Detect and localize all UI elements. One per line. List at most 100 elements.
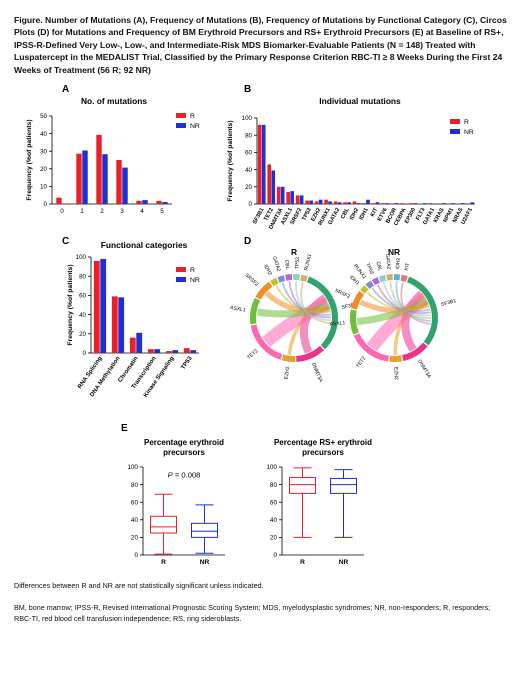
circos-nr-segment-label: IDH1 — [348, 274, 361, 286]
chart-b-bar-nr — [394, 203, 399, 204]
circos-nr-segment-sf3b1 — [407, 276, 438, 346]
panel-label-c: C — [62, 236, 69, 247]
box-rs-erythroid-x-tick-label: R — [300, 559, 305, 566]
chart-b-bar-nr — [328, 201, 332, 204]
chart-a-x-tick-label: 5 — [160, 208, 164, 215]
chart-b-bar-nr — [261, 124, 266, 204]
chart-a-bar-nr — [162, 202, 168, 204]
circos-r-segment-cbl — [285, 274, 293, 281]
circos-r-segment-label: CBL — [283, 259, 290, 270]
chart-b-bar-r — [267, 164, 272, 204]
box-rs-erythroid-y-tick-label: 100 — [266, 464, 277, 471]
circos-r-ribbon — [300, 281, 331, 325]
chart-b-x-tick-label: IDH1 — [358, 207, 369, 221]
box-rs-erythroid-y-tick-label: 40 — [270, 517, 278, 524]
chart-b-y-axis-label: Frequency (%of patients) — [227, 120, 234, 201]
circos-r-title: R — [291, 247, 297, 257]
circos-nr-segment-cbl — [378, 274, 387, 283]
circos-r-segment-label: GATA2 — [271, 256, 282, 273]
chart-b-bar-r — [352, 201, 357, 204]
chart-a-y-tick-label: 50 — [40, 113, 47, 120]
box-rs-erythroid-box-r — [289, 477, 316, 494]
circos-r-segment-label: DNMT3A — [310, 362, 324, 384]
circos-r-segment-asxl1 — [249, 297, 261, 325]
chart-c-bar-r — [93, 260, 100, 353]
circos-nr-segment-label: KIT — [404, 262, 412, 271]
chart-a-bar-r — [116, 160, 122, 204]
chart-b-bar-r — [362, 203, 366, 204]
chart-b-title: Individual mutations — [319, 96, 401, 106]
circos-nr-segment-gata2 — [386, 274, 393, 281]
box-erythroid-y-tick-label: 0 — [134, 552, 138, 559]
chart-a-x-tick-label: 3 — [120, 208, 124, 215]
chart-b-bar-nr — [366, 199, 370, 204]
chart-b-bar-r — [343, 202, 347, 204]
chart-c-bar-nr — [118, 297, 125, 353]
chart-a-y-tick-label: 20 — [40, 166, 47, 173]
chart-c-y-tick-label: 20 — [79, 331, 86, 338]
circos-nr-segment-label: EZH2 — [392, 367, 399, 380]
chart-b-y-tick-label: 100 — [242, 115, 253, 122]
circos-nr-segment-label: ASXL1 — [329, 320, 345, 327]
chart-c-bar-r — [165, 351, 172, 353]
chart-b-bar-r — [286, 191, 290, 204]
chart-b-x-tick-label: ETV6 — [377, 207, 389, 222]
circos-nr-segment-kit — [400, 274, 408, 282]
circos-nr-segment-tp53 — [371, 277, 380, 286]
chart-b-bar-nr — [442, 203, 446, 204]
chart-c-y-tick-label: 0 — [83, 350, 87, 357]
box-erythroid-y-tick-label: 60 — [131, 499, 139, 506]
chart-b-bar-nr — [413, 203, 418, 204]
figure-caption: Figure. Number of Mutations (A), Frequen… — [14, 15, 507, 75]
chart-b-bar-nr — [470, 202, 475, 204]
chart-c-bar-nr — [136, 332, 143, 353]
chart-b-bar-r — [409, 203, 414, 204]
chart-b-x-tick-label: KIT — [370, 207, 380, 218]
box-erythroid-title-line-1: Percentage erythroid — [144, 438, 224, 447]
chart-a-bar-r — [156, 200, 162, 204]
chart-a-bar-nr — [142, 200, 148, 204]
circos-nr-ribbon — [400, 281, 431, 325]
chart-b-x-tick-label: IDH2 — [349, 207, 360, 221]
panel-label-e: E — [121, 423, 128, 434]
circos-r-ribbon — [264, 291, 331, 314]
chart-b-bar-r — [428, 203, 433, 204]
chart-b-bar-nr — [347, 202, 351, 204]
chart-a-bar-nr — [82, 150, 88, 204]
chart-a-bar-nr — [122, 167, 128, 204]
circos-nr-segment-label: SRSF2 — [334, 288, 351, 300]
chart-b-bar-nr — [280, 186, 285, 204]
chart-a-legend-label-nr: NR — [190, 123, 200, 130]
chart-b-legend-swatch-r — [450, 119, 460, 124]
chart-b-bar-r — [314, 201, 319, 204]
circos-nr-segment-label: TET2 — [355, 355, 367, 369]
chart-a-bar-nr — [102, 154, 108, 204]
box-erythroid-x-tick-label: R — [161, 559, 166, 566]
circos-nr-segment-label: CBL — [374, 261, 383, 272]
chart-b-x-tick-label: CBL — [340, 207, 351, 220]
chart-b-bar-r — [333, 201, 338, 204]
box-rs-erythroid-y-tick-label: 20 — [270, 535, 278, 542]
chart-c-bar-r — [147, 349, 154, 353]
chart-c-legend-label-r: R — [190, 267, 195, 274]
chart-b-bar-r — [295, 195, 300, 204]
box-rs-erythroid-x-tick-label: NR — [339, 559, 349, 566]
chart-c-legend-swatch-r — [176, 267, 186, 272]
box-rs-erythroid-y-tick-label: 60 — [270, 499, 278, 506]
chart-b-y-tick-label: 40 — [245, 167, 252, 174]
circos-nr-title: NR — [388, 247, 400, 257]
chart-a-bar-r — [136, 200, 142, 204]
chart-b-bar-nr — [375, 202, 380, 204]
circos-nr-segment-tet2 — [353, 333, 389, 362]
chart-c-x-tick-label: TP53 — [180, 355, 194, 371]
circos-r-segment-label: RUNX1 — [303, 253, 313, 271]
box-erythroid-title-line-2: precursors — [163, 448, 205, 457]
box-erythroid-box-r — [150, 515, 177, 534]
circos-r-segment-gata2 — [277, 275, 286, 283]
circos-r-segment-srsf2 — [255, 281, 273, 300]
circos-r-segment-runx1 — [300, 274, 308, 282]
circos-r-segment-dnmt3a — [296, 345, 325, 362]
circos-r-segment-label: TET2 — [246, 348, 259, 361]
panel-label-d: D — [244, 236, 251, 247]
chart-c-bar-nr — [190, 350, 197, 353]
